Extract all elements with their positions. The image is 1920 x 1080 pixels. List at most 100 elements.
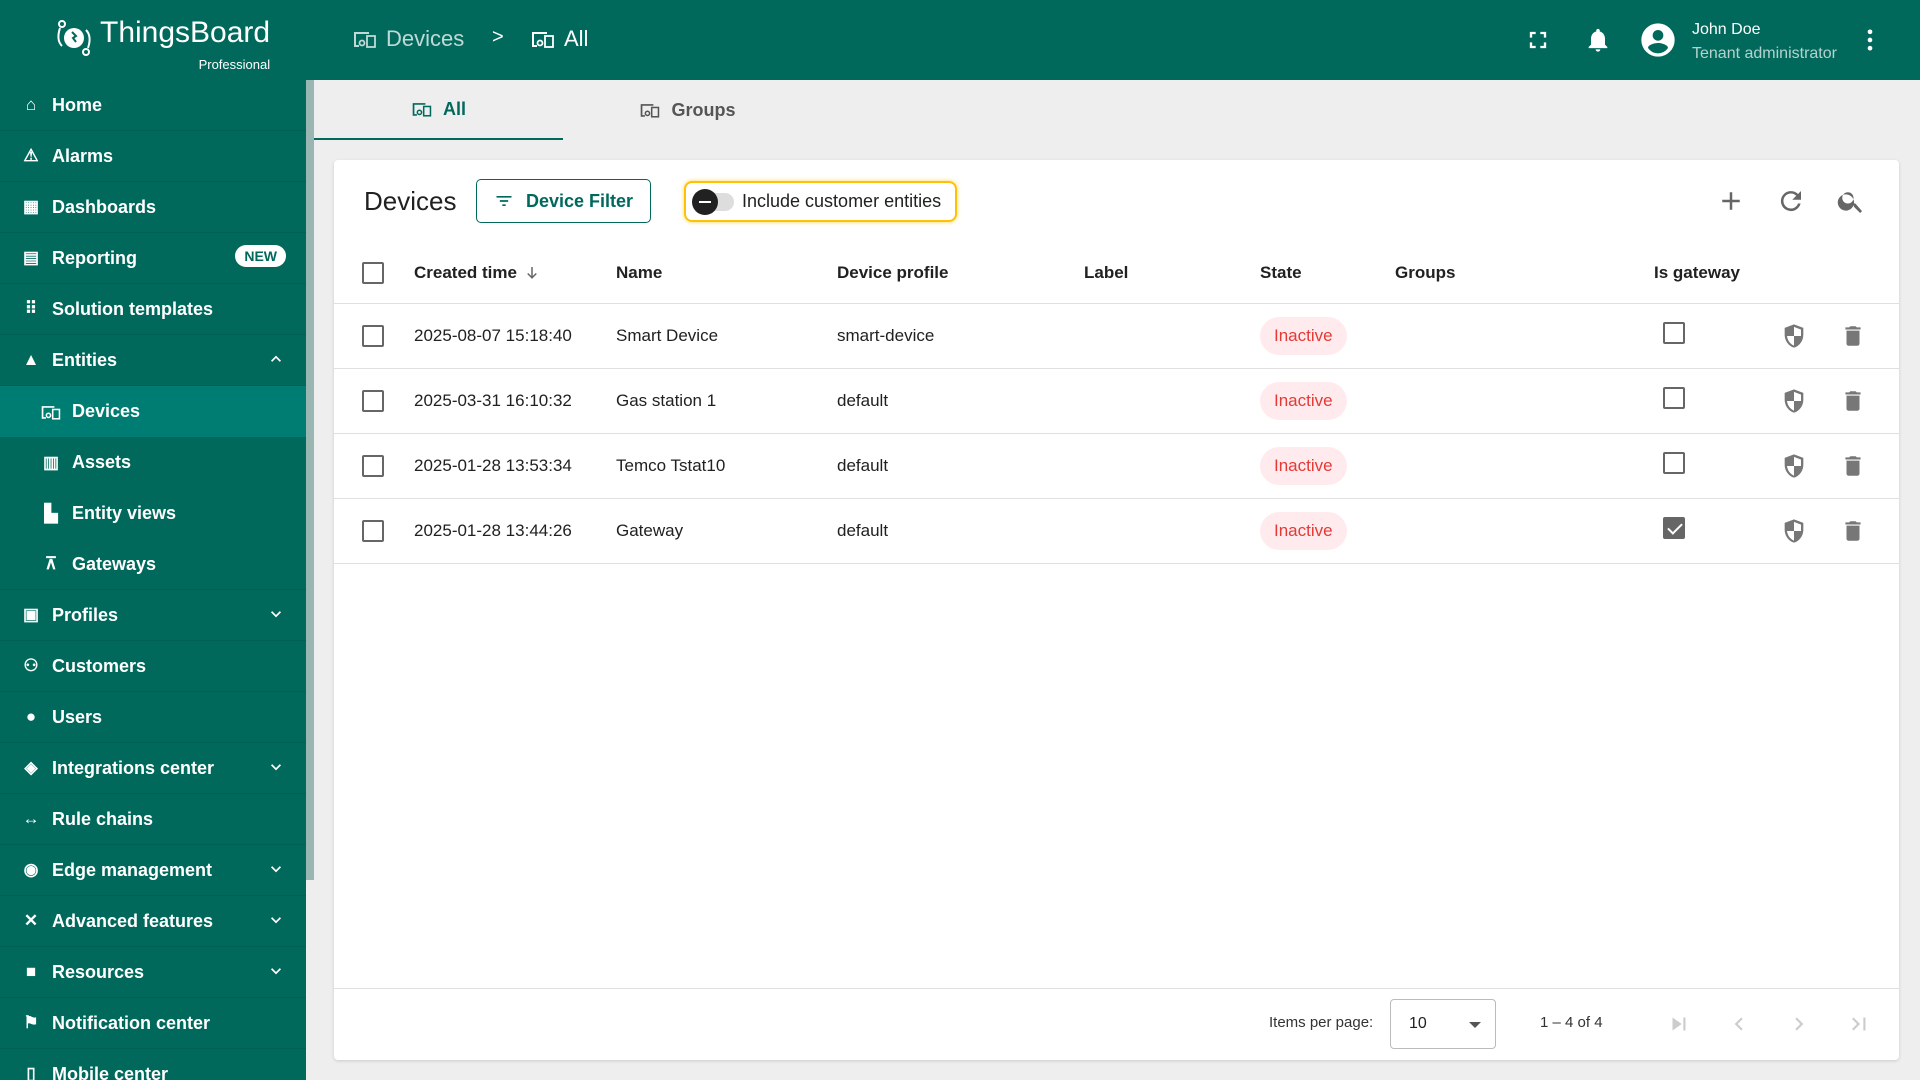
sidebar-item-resources[interactable]: ■ Resources <box>0 947 306 998</box>
tab-groups[interactable]: Groups <box>563 80 812 140</box>
items-per-page-label: Items per page: <box>1269 1014 1374 1031</box>
user-info[interactable]: John Doe Tenant administrator <box>1692 18 1837 66</box>
items-per-page-select[interactable]: 10 <box>1390 999 1496 1049</box>
mobile-icon: ▯ <box>26 1064 36 1080</box>
manage-credentials-shield-icon[interactable] <box>1780 452 1808 480</box>
sidebar-item-advanced-features[interactable]: ✕ Advanced features <box>0 896 306 947</box>
delete-icon[interactable] <box>1840 518 1866 544</box>
sidebar-item-label: Profiles <box>52 604 119 625</box>
column-is-gateway[interactable]: Is gateway <box>1654 262 1740 282</box>
chevron-up-icon[interactable] <box>266 349 286 369</box>
row-checkbox[interactable] <box>362 520 384 542</box>
sidebar-item-mobile-center[interactable]: ▯ Mobile center <box>0 1049 306 1080</box>
refresh-icon[interactable] <box>1776 186 1806 216</box>
sidebar-item-label: Advanced features <box>52 910 214 931</box>
new-badge: NEW <box>235 245 286 267</box>
row-checkbox[interactable] <box>362 390 384 412</box>
manage-credentials-shield-icon[interactable] <box>1780 387 1808 415</box>
fullscreen-icon[interactable] <box>1524 26 1552 54</box>
more-vert-icon[interactable] <box>1856 26 1884 54</box>
reporting-icon: ▤ <box>22 248 40 267</box>
sidebar-item-label: Entity views <box>72 503 177 523</box>
sidebar-item-entity-views[interactable]: ▙ Entity views <box>0 488 306 539</box>
column-created-time[interactable]: Created time <box>414 242 541 303</box>
sidebar-item-assets[interactable]: ▥ Assets <box>0 437 306 488</box>
device-filter-button[interactable]: Device Filter <box>476 179 651 223</box>
sidebar-item-label: Rule chains <box>52 808 154 829</box>
table-header: Created time Name Device profile Label S… <box>334 242 1899 304</box>
toggle-switch[interactable] <box>692 188 734 215</box>
sidebar-item-label: Solution templates <box>52 298 214 319</box>
last-page-icon[interactable] <box>1846 1011 1872 1037</box>
device-profile: smart-device <box>837 326 935 345</box>
logo[interactable]: ThingsBoard Professional <box>52 16 270 72</box>
device-name: Gateway <box>616 521 684 540</box>
dropdown-arrow-icon <box>1469 1022 1481 1034</box>
sidebar-item-customers[interactable]: ⚇ Customers <box>0 641 306 692</box>
column-label: Created time <box>414 262 517 282</box>
bell-icon[interactable] <box>1584 26 1612 54</box>
manage-credentials-shield-icon[interactable] <box>1780 322 1808 350</box>
sidebar-item-solution-templates[interactable]: ⠿ Solution templates <box>0 284 306 335</box>
row-checkbox[interactable] <box>362 325 384 347</box>
table-row[interactable]: 2025-03-31 16:10:32 Gas station 1 default I… <box>334 369 1899 434</box>
column-device-profile[interactable]: Device profile <box>837 262 949 282</box>
rule-chains-icon: ↔ <box>22 809 40 828</box>
sidebar-item-label: Edge management <box>52 859 213 880</box>
sidebar-scrollbar[interactable] <box>306 80 314 880</box>
chevron-down-icon[interactable] <box>266 757 286 777</box>
sidebar-item-dashboards[interactable]: ▦ Dashboards <box>0 182 306 233</box>
sidebar-item-devices[interactable]: Devices <box>0 386 306 437</box>
tab-all[interactable]: All <box>314 80 563 140</box>
sidebar-item-label: Dashboards <box>52 196 157 217</box>
delete-icon[interactable] <box>1840 388 1866 414</box>
devices-icon <box>40 401 62 423</box>
select-all-checkbox[interactable] <box>362 261 384 284</box>
breadcrumb-label: All <box>564 26 589 51</box>
sidebar-item-reporting[interactable]: ▤ Reporting NEW <box>0 233 306 284</box>
include-customer-entities-toggle[interactable]: Include customer entities <box>684 181 957 222</box>
table-row[interactable]: 2025-01-28 13:44:26 Gateway default Inactiv… <box>334 499 1899 564</box>
breadcrumb-devices[interactable]: Devices <box>352 26 464 52</box>
category-icon: ▲ <box>22 350 40 369</box>
column-state[interactable]: State <box>1260 262 1302 282</box>
sidebar-item-alarms[interactable]: ⚠ Alarms <box>0 131 306 182</box>
chevron-down-icon[interactable] <box>266 859 286 879</box>
sidebar-item-entities[interactable]: ▲ Entities <box>0 335 306 386</box>
users-icon: ● <box>25 707 37 726</box>
chevron-down-icon[interactable] <box>266 910 286 930</box>
card-title: Devices <box>364 186 457 216</box>
column-name[interactable]: Name <box>616 262 663 282</box>
sidebar-item-users[interactable]: ● Users <box>0 692 306 743</box>
paginator: Items per page: 10 1 – 4 of 4 <box>334 988 1899 1060</box>
user-name: John Doe <box>1692 21 1761 38</box>
previous-page-icon[interactable] <box>1726 1011 1752 1037</box>
delete-icon[interactable] <box>1840 323 1866 349</box>
created-time: 2025-01-28 13:53:34 <box>414 456 572 475</box>
sidebar-item-notification-center[interactable]: ⚑ Notification center <box>0 998 306 1049</box>
sidebar-item-gateways[interactable]: ⊼ Gateways <box>0 539 306 590</box>
delete-icon[interactable] <box>1840 453 1866 479</box>
chevron-down-icon[interactable] <box>266 604 286 624</box>
search-icon[interactable] <box>1836 186 1866 216</box>
table-row[interactable]: 2025-01-28 13:53:34 Temco Tstat10 default I… <box>334 434 1899 499</box>
table-row[interactable]: 2025-08-07 15:18:40 Smart Device smart-dev… <box>334 304 1899 369</box>
device-profile: default <box>837 456 889 475</box>
sidebar-item-label: Resources <box>52 961 145 982</box>
add-icon[interactable] <box>1716 186 1746 216</box>
manage-credentials-shield-icon[interactable] <box>1780 517 1808 545</box>
sidebar-item-edge-management[interactable]: ◉ Edge management <box>0 845 306 896</box>
avatar-icon[interactable] <box>1638 20 1678 60</box>
row-checkbox[interactable] <box>362 455 384 477</box>
device-profile: default <box>837 521 889 540</box>
next-page-icon[interactable] <box>1786 1011 1812 1037</box>
column-label[interactable]: Label <box>1084 262 1129 282</box>
sort-arrow-down-icon <box>527 266 537 279</box>
chevron-down-icon[interactable] <box>266 961 286 981</box>
alarm-icon: ⚠ <box>23 146 39 165</box>
sidebar-item-rule-chains[interactable]: ↔ Rule chains <box>0 794 306 845</box>
sidebar-item-integrations-center[interactable]: ◈ Integrations center <box>0 743 306 794</box>
first-page-icon[interactable] <box>1666 1011 1692 1037</box>
sidebar-item-home[interactable]: ⌂ Home <box>0 80 306 131</box>
sidebar-item-profiles[interactable]: ▣ Profiles <box>0 590 306 641</box>
